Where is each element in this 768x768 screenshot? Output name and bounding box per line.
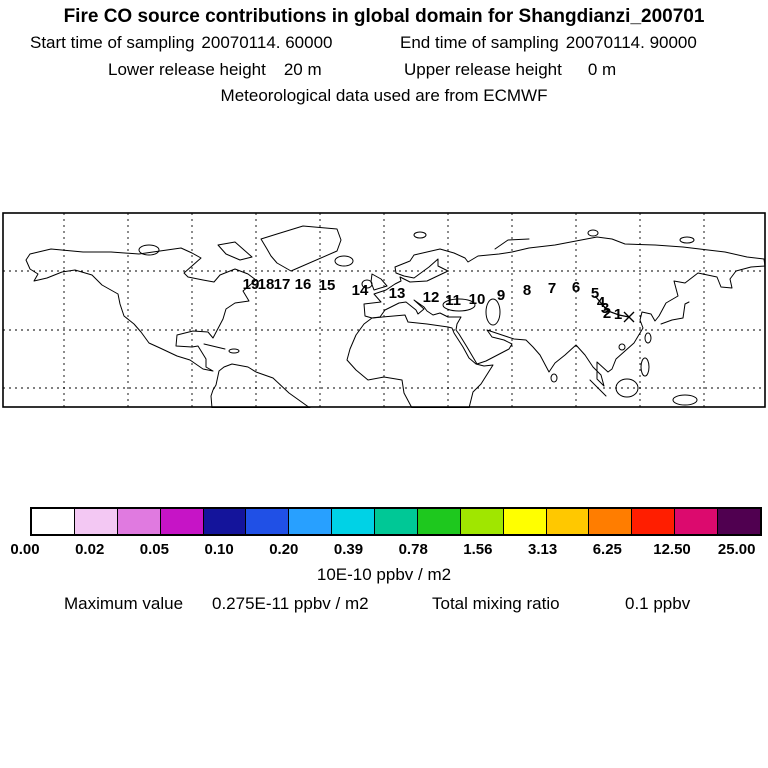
trajectory-point-label: 3 [601, 300, 609, 317]
coastlines [25, 225, 766, 409]
colorbar-segment [288, 509, 332, 534]
max-value: 0.275E-11 ppbv / m2 [212, 594, 369, 613]
colorbar-segment [331, 509, 374, 534]
upper-release-line: Upper release height 0 m [404, 60, 616, 80]
start-time-label: Start time of sampling [30, 33, 195, 52]
trajectory-point-label: 12 [423, 289, 440, 306]
trajectory-point-label: 11 [445, 292, 461, 309]
trajectory-point-label: 6 [572, 279, 580, 296]
trajectory-point-label: 13 [389, 285, 406, 302]
colorbar-tick: 0.00 [10, 541, 40, 558]
colorbar-tick: 1.56 [463, 541, 493, 558]
trajectory-point-label: 15 [319, 277, 336, 294]
trajectory-point-label: 9 [497, 287, 505, 304]
footer-stats: Maximum value 0.275E-11 ppbv / m2 Total … [0, 594, 768, 614]
colorbar-segment [717, 509, 760, 534]
colorbar [30, 507, 762, 536]
colorbar-tick: 0.78 [398, 541, 428, 558]
colorbar-segment [116, 509, 160, 534]
total-mixing-ratio-label: Total mixing ratio [432, 594, 560, 613]
total-mixing-ratio-value: 0.1 ppbv [625, 594, 691, 613]
colorbar-segment [502, 509, 546, 534]
start-time-line: Start time of sampling 20070114. 60000 [30, 33, 333, 53]
colorbar-tick: 0.02 [75, 541, 105, 558]
trajectory-point-label: 14 [352, 282, 369, 299]
trajectory-point-label: 1 [614, 306, 622, 323]
trajectory-point-label: 16 [295, 276, 312, 293]
end-time-label: End time of sampling [400, 33, 559, 52]
lower-release-line: Lower release height 20 m [108, 60, 322, 80]
colorbar-tick: 0.39 [333, 541, 364, 558]
colorbar-segment [631, 509, 675, 534]
colorbar-segment [73, 509, 117, 534]
trajectory-track [594, 295, 630, 318]
colorbar-tick: 0.05 [139, 541, 169, 558]
colorbar-segment [674, 509, 717, 534]
trajectory-point-label: 2 [603, 305, 611, 322]
map-gridlines [3, 213, 765, 407]
colorbar-tick: 6.25 [592, 541, 622, 558]
map-frame [2, 212, 766, 408]
colorbar-segment [32, 509, 74, 534]
max-value-label: Maximum value [64, 594, 184, 613]
trajectory-point-label: 19 [243, 276, 260, 293]
trajectory-point-label: 17 [274, 276, 291, 293]
upper-release-value: 0 m [587, 60, 617, 79]
start-time-value: 20070114. 60000 [201, 33, 333, 52]
colorbar-segment [245, 509, 289, 534]
trajectory-point-label: 10 [469, 291, 486, 308]
colorbar-tick: 0.10 [204, 541, 234, 558]
colorbar-segment [588, 509, 632, 534]
figure-title: Fire CO source contributions in global d… [63, 6, 705, 27]
trajectory-point-label: 7 [548, 280, 556, 297]
colorbar-segment [159, 509, 203, 534]
receptor-marker-icon [623, 311, 635, 323]
trajectory-point-label: 4 [597, 294, 606, 311]
colorbar-segment [459, 509, 503, 534]
colorbar-tick: 0.20 [269, 541, 299, 558]
met-data-line: Meteorological data used are from ECMWF [220, 86, 548, 105]
world-map: 19 18 17 16 15 14 13 12 11 10 9 8 7 6 5 4 3 2 1 [2, 212, 766, 409]
colorbar-segment [545, 509, 589, 534]
colorbar-segment [202, 509, 246, 534]
end-time-value: 20070114. 90000 [565, 33, 697, 52]
colorbar-units: 10E-10 ppbv / m2 [316, 565, 452, 584]
upper-release-label: Upper release height [404, 60, 562, 79]
lower-release-value: 20 m [283, 60, 322, 79]
colorbar-tick: 3.13 [527, 541, 558, 558]
end-time-line: End time of sampling 20070114. 90000 [400, 33, 697, 53]
colorbar-tick: 12.50 [653, 541, 691, 558]
trajectory-point-label: 5 [591, 285, 599, 302]
colorbar-ticks: 0.00 0.02 0.05 0.10 0.20 0.39 0.78 1.56 3.13 6.25… [0, 541, 768, 559]
colorbar-segment [374, 509, 417, 534]
colorbar-tick: 25.00 [717, 541, 756, 558]
colorbar-segment [416, 509, 460, 534]
trajectory-point-label: 18 [258, 276, 275, 293]
trajectory-point-label: 8 [523, 282, 531, 299]
lower-release-label: Lower release height [108, 60, 266, 79]
